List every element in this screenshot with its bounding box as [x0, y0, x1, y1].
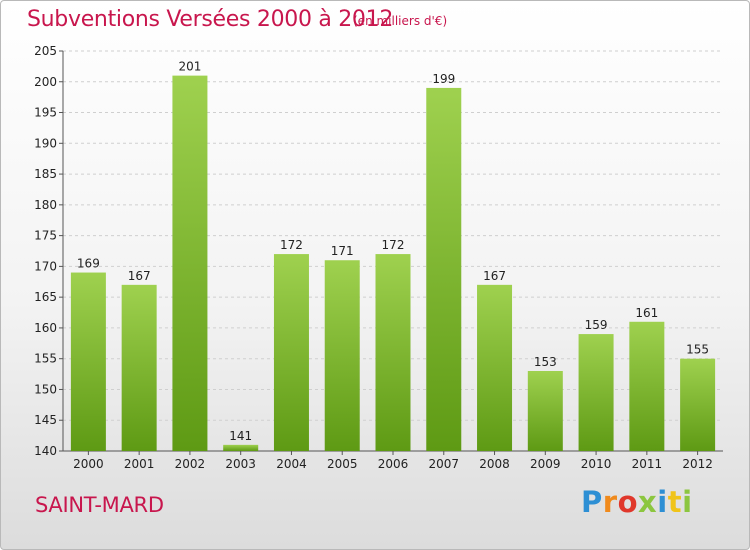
labels: 1401451501551601651701751801851901952002…: [34, 44, 713, 471]
y-tick-label: 140: [34, 444, 57, 458]
logo-letter: i: [682, 485, 693, 519]
data-label: 155: [686, 343, 709, 357]
data-label: 153: [534, 355, 557, 369]
data-label: 201: [178, 60, 201, 74]
x-tick-label: 2008: [479, 457, 510, 471]
bar-2001: [121, 284, 157, 451]
y-tick-label: 150: [34, 382, 57, 396]
y-tick-label: 190: [34, 136, 57, 150]
logo-letter: x: [638, 485, 658, 519]
y-tick-label: 205: [34, 44, 57, 58]
x-tick-label: 2006: [378, 457, 409, 471]
logo-letter: t: [667, 485, 683, 519]
bar-2000: [70, 272, 106, 451]
y-tick-label: 200: [34, 75, 57, 89]
x-tick-label: 2010: [581, 457, 612, 471]
data-label: 159: [585, 318, 608, 332]
logo-letter: i: [657, 485, 668, 519]
commune-name: SAINT-MARD: [35, 493, 164, 517]
x-tick-label: 2002: [175, 457, 206, 471]
bar-2005: [324, 260, 360, 451]
y-tick-label: 170: [34, 259, 57, 273]
bar-2010: [578, 334, 614, 451]
x-tick-label: 2001: [124, 457, 155, 471]
y-tick-label: 195: [34, 106, 57, 120]
bar-2002: [172, 75, 208, 451]
y-tick-label: 165: [34, 290, 57, 304]
data-label: 199: [432, 72, 455, 86]
data-label: 172: [280, 238, 303, 252]
data-label: 167: [483, 269, 506, 283]
x-tick-label: 2012: [682, 457, 713, 471]
chart-title: Subventions Versées 2000 à 2012: [27, 7, 394, 32]
bar-2004: [273, 254, 309, 451]
data-label: 169: [77, 257, 100, 271]
data-label: 171: [331, 244, 354, 258]
bar-2008: [477, 284, 513, 451]
data-label: 167: [128, 269, 151, 283]
y-tick-label: 155: [34, 352, 57, 366]
bar-2011: [629, 321, 665, 451]
bar-2006: [375, 254, 411, 451]
x-tick-label: 2007: [428, 457, 459, 471]
data-label: 172: [382, 238, 405, 252]
data-label: 161: [635, 306, 658, 320]
y-tick-label: 145: [34, 413, 57, 427]
y-tick-label: 185: [34, 167, 57, 181]
x-tick-label: 2011: [632, 457, 663, 471]
bars: [70, 75, 716, 451]
x-tick-label: 2000: [73, 457, 104, 471]
chart-subtitle: (en milliers d'€): [353, 14, 448, 28]
logo-letter: r: [602, 485, 618, 519]
logo-letter: o: [617, 485, 639, 519]
data-label: 141: [229, 429, 252, 443]
bar-2009: [527, 371, 563, 451]
y-tick-label: 160: [34, 321, 57, 335]
x-tick-label: 2003: [225, 457, 256, 471]
y-tick-label: 175: [34, 229, 57, 243]
logo-letter: P: [581, 485, 603, 519]
x-tick-label: 2009: [530, 457, 561, 471]
bar-2012: [680, 358, 716, 451]
y-tick-label: 180: [34, 198, 57, 212]
bar-2003: [223, 444, 259, 451]
x-tick-label: 2005: [327, 457, 358, 471]
proxiti-logo: Proxiti: [581, 485, 693, 519]
bar-2007: [426, 87, 462, 451]
x-tick-label: 2004: [276, 457, 307, 471]
